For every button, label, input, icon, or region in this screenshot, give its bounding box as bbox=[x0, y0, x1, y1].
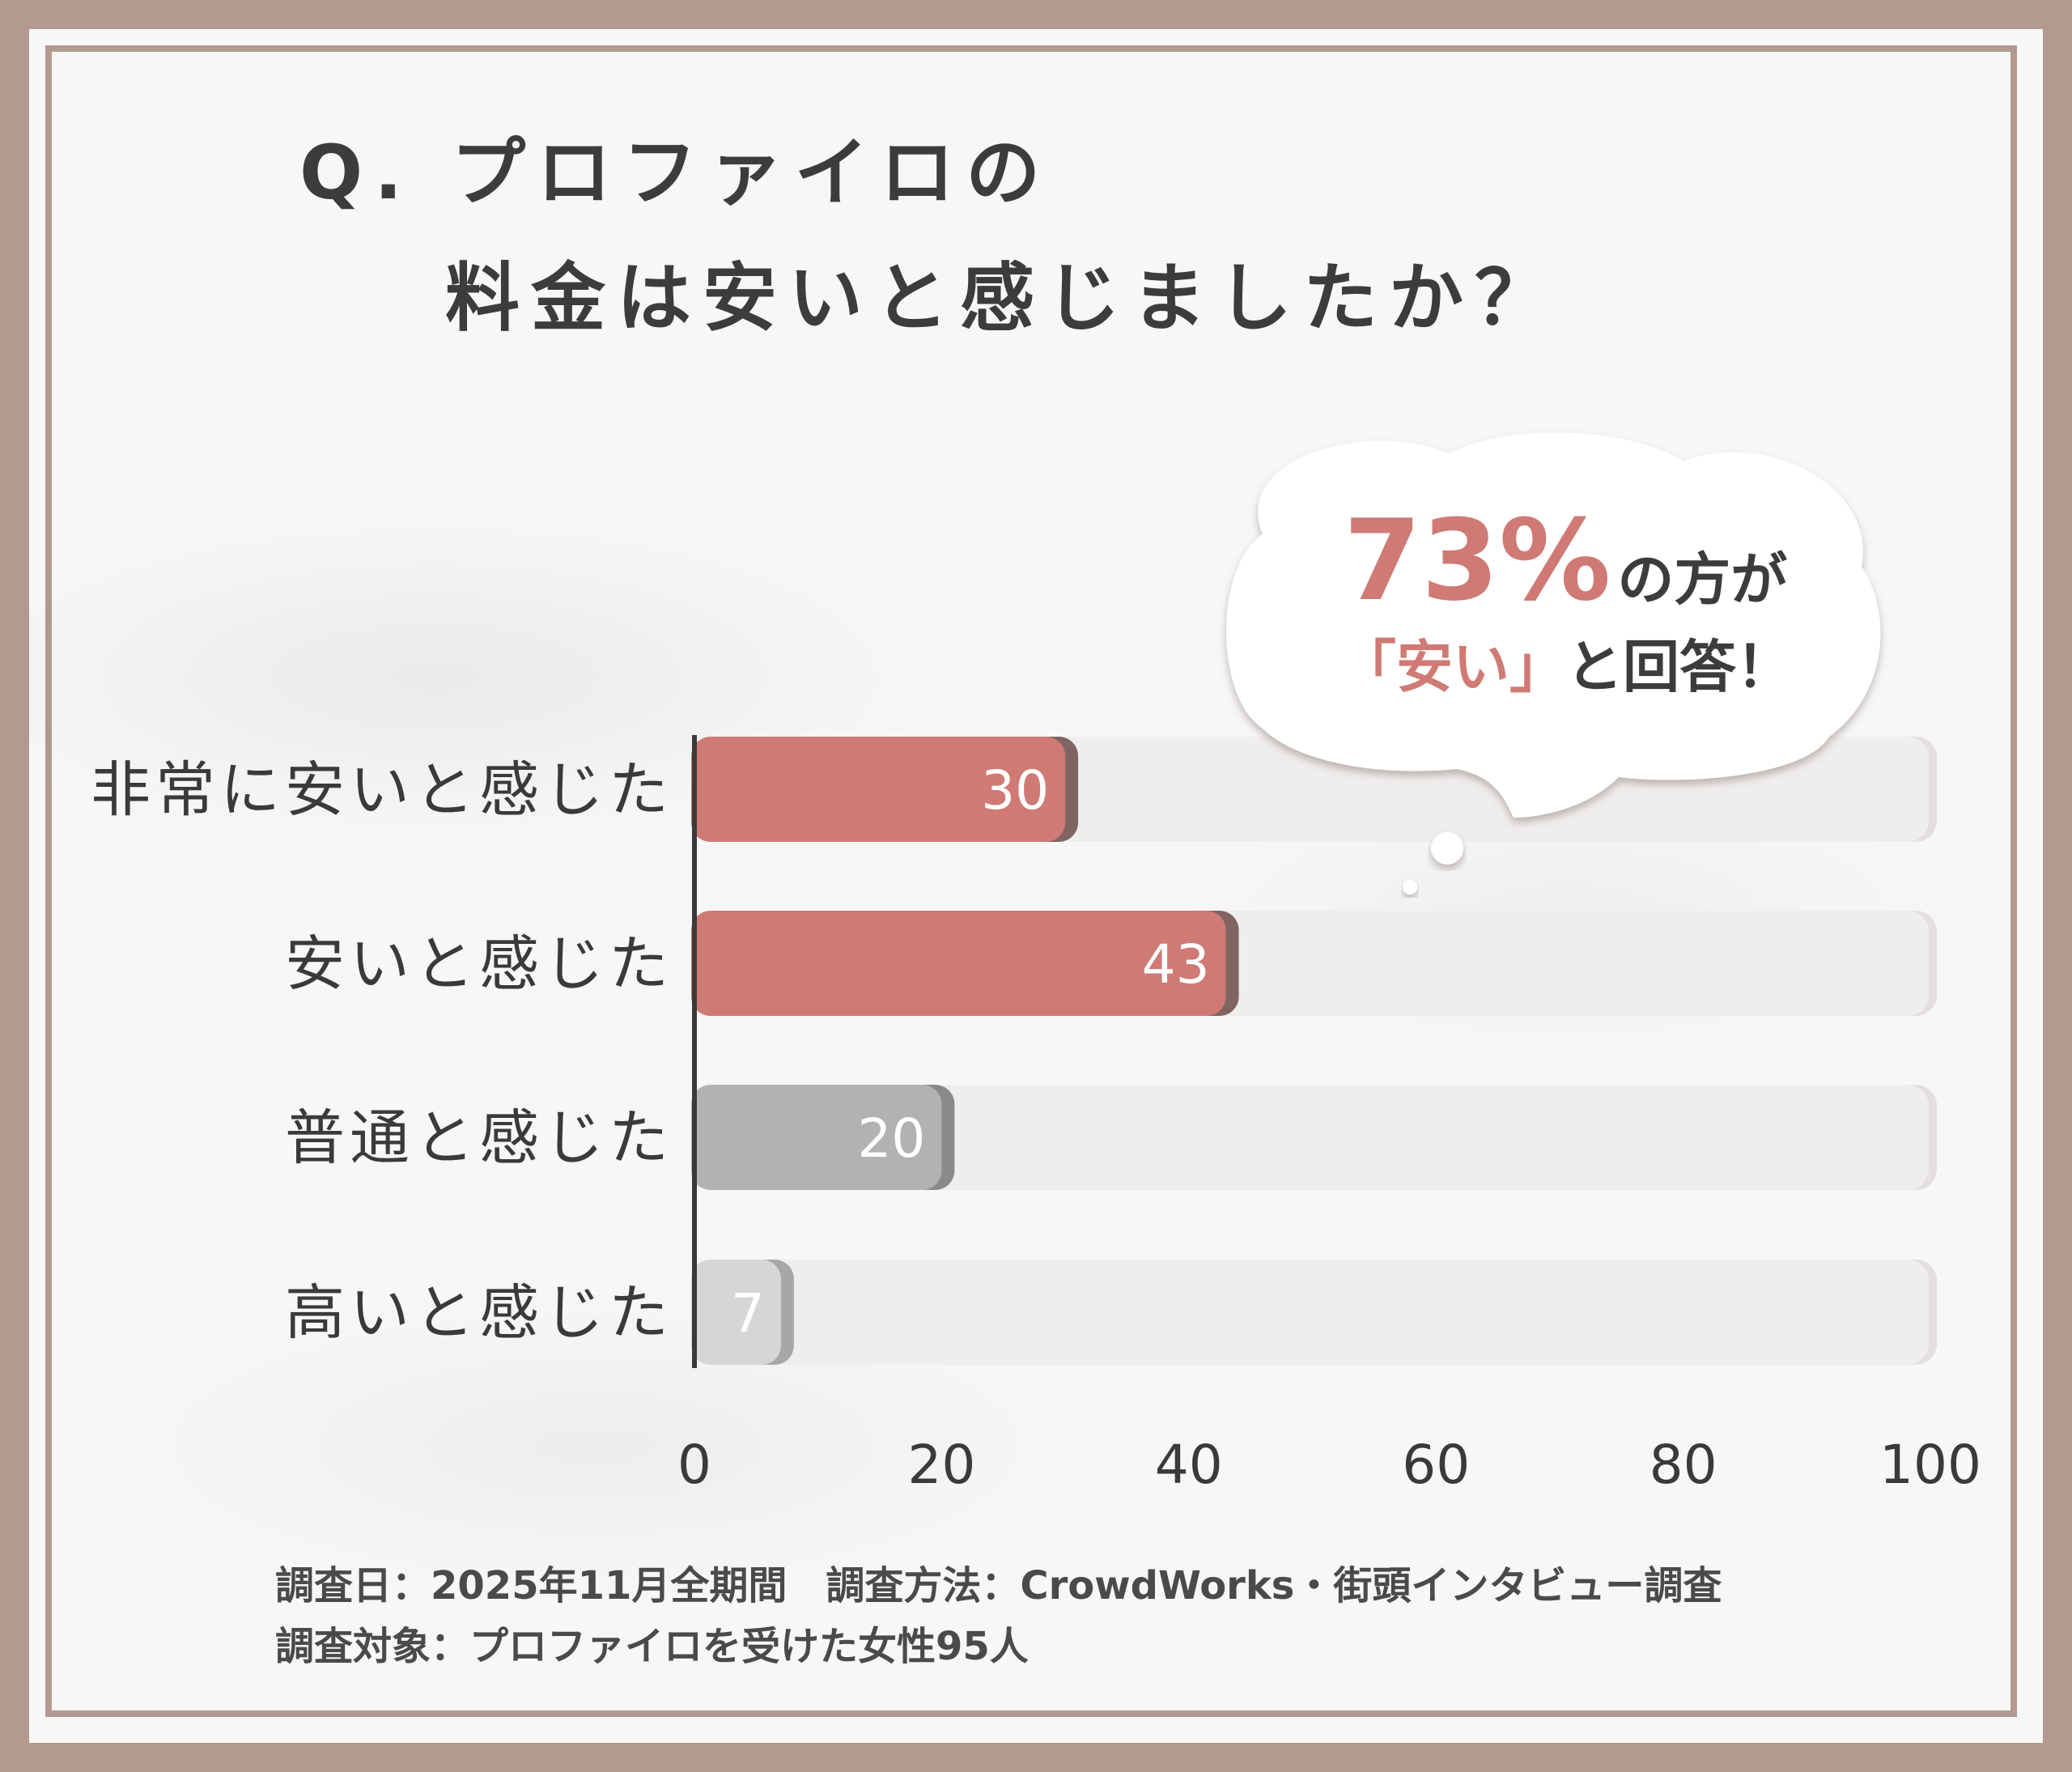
x-tick-label: 40 bbox=[1155, 1434, 1223, 1496]
outer-frame bbox=[29, 29, 2043, 1743]
x-tick-label: 0 bbox=[677, 1434, 711, 1496]
x-tick-label: 100 bbox=[1879, 1434, 1981, 1496]
bar bbox=[691, 737, 1066, 842]
callout-line1: 73% の方が bbox=[1344, 495, 1787, 626]
bar bbox=[691, 1085, 942, 1190]
category-label: 安いと感じた bbox=[285, 929, 673, 999]
callout-highlight: 73% bbox=[1344, 495, 1611, 626]
bar-track bbox=[694, 1085, 1929, 1190]
bars-group: 30 43 20 7 bbox=[691, 737, 1937, 1365]
inner-border bbox=[45, 45, 2017, 1717]
callout-bubble-shape bbox=[1226, 432, 1881, 818]
bar bbox=[691, 1260, 781, 1365]
background-texture bbox=[29, 29, 2043, 1743]
footer-line1: 調査日：2025年11月全期間 調査方法：CrowdWorks・街頭インタビュー… bbox=[275, 1563, 1722, 1608]
callout-line2-rest: と回答！ bbox=[1566, 634, 1793, 700]
callout-line1-rest: の方が bbox=[1617, 546, 1787, 613]
bar-value-label: 7 bbox=[731, 1282, 765, 1345]
x-tick-label: 60 bbox=[1402, 1434, 1470, 1496]
chart-title-line2: 料金は安いと感じましたか？ bbox=[445, 255, 1560, 342]
callout-line2: 「安い」と回答！ bbox=[1340, 634, 1793, 700]
x-tick-label: 20 bbox=[907, 1434, 975, 1496]
chart-title-line1: Q. プロファイロの bbox=[299, 130, 1051, 216]
bar-track bbox=[694, 1260, 1929, 1365]
bar-value-label: 43 bbox=[1142, 933, 1210, 996]
category-label: 高いと感じた bbox=[285, 1278, 673, 1348]
bar bbox=[691, 911, 1226, 1016]
callout-bubble: 73% の方が 「安い」と回答！ bbox=[1226, 432, 1881, 894]
bubble-dot-small bbox=[1403, 880, 1417, 894]
bar-value-label: 30 bbox=[981, 759, 1049, 822]
callout-accent: 「安い」 bbox=[1340, 634, 1566, 700]
x-tick-labels: 0 20 40 60 80 100 bbox=[677, 1434, 1981, 1496]
category-label: 普通と感じた bbox=[285, 1103, 673, 1173]
category-label: 非常に安いと感じた bbox=[91, 755, 673, 825]
x-tick-label: 80 bbox=[1650, 1434, 1717, 1496]
footer-line2: 調査対象：プロファイロを受けた女性95人 bbox=[275, 1624, 1029, 1669]
bubble-dot-large bbox=[1431, 832, 1463, 865]
bar-value-label: 20 bbox=[857, 1107, 925, 1170]
